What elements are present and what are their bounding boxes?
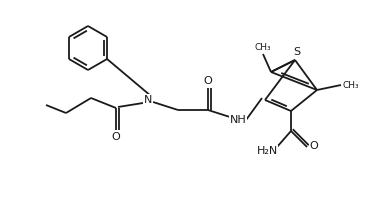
- Text: CH₃: CH₃: [255, 43, 271, 51]
- Text: O: O: [310, 141, 319, 151]
- Text: O: O: [112, 132, 120, 142]
- Text: O: O: [204, 76, 212, 86]
- Text: CH₃: CH₃: [343, 80, 359, 90]
- Text: S: S: [293, 47, 301, 57]
- Text: NH: NH: [230, 115, 246, 125]
- Text: H₂N: H₂N: [256, 146, 278, 156]
- Text: N: N: [144, 95, 152, 105]
